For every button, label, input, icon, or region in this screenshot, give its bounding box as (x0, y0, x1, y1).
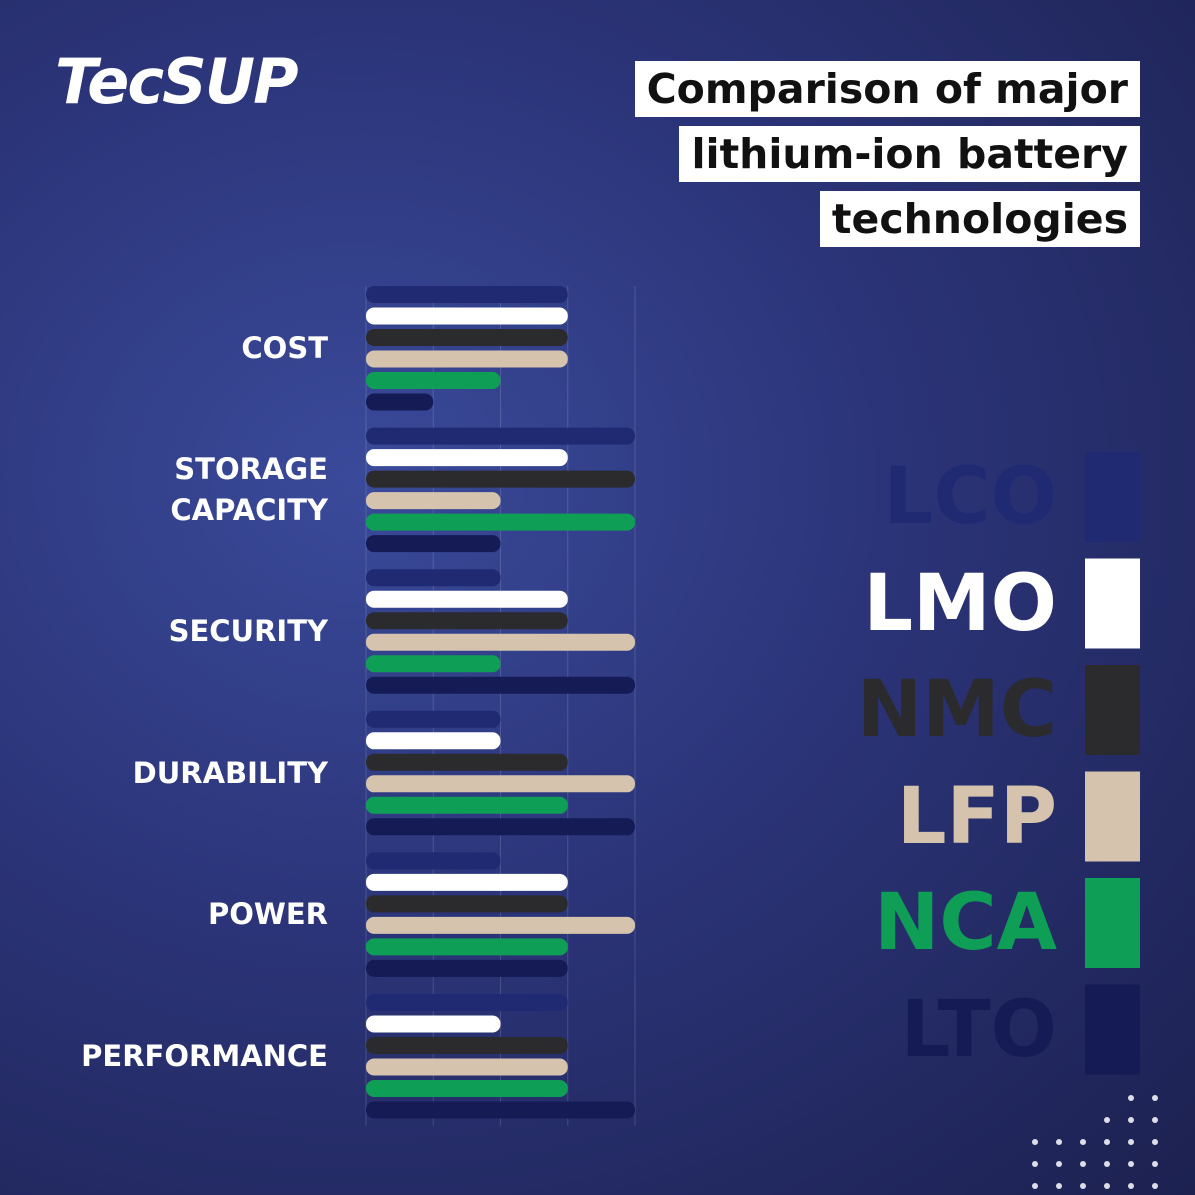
bar (366, 492, 501, 510)
legend-label: LTO (900, 984, 1057, 1075)
dot (1152, 1117, 1158, 1123)
bar (366, 994, 568, 1011)
category-label: STORAGE CAPACITY (170, 451, 328, 527)
bar (366, 427, 635, 445)
category-label: PERFORMANCE (81, 1038, 328, 1073)
legend-label: LFP (896, 771, 1057, 862)
bar (366, 818, 635, 836)
dot (1128, 1161, 1134, 1167)
dot (1056, 1161, 1062, 1167)
dot (1104, 1139, 1110, 1145)
bar (366, 753, 568, 771)
bar (366, 329, 568, 346)
dot (1056, 1183, 1062, 1189)
bar (366, 873, 568, 891)
dot (1032, 1161, 1038, 1167)
bar (366, 1058, 568, 1076)
bar (366, 732, 501, 750)
legend-swatch (1085, 984, 1140, 1075)
legend-swatch (1085, 771, 1140, 862)
bar (366, 655, 501, 673)
bar (366, 372, 501, 389)
decoration (1032, 1095, 1158, 1189)
bar (366, 535, 501, 553)
dot (1128, 1117, 1134, 1123)
bar (366, 470, 635, 488)
dot (1080, 1139, 1086, 1145)
bar (366, 895, 568, 913)
bar (366, 1037, 568, 1054)
bar (366, 307, 568, 325)
bar (366, 633, 635, 651)
bar (366, 612, 568, 630)
bar (366, 1101, 635, 1119)
dot (1152, 1095, 1158, 1101)
legend-label: NCA (874, 878, 1057, 968)
logo: TecSUP (55, 45, 299, 118)
category-label: COST (241, 330, 328, 365)
category-label: SECURITY (168, 613, 328, 648)
dot (1056, 1139, 1062, 1145)
dot (1104, 1183, 1110, 1189)
bar (366, 569, 501, 587)
dot (1152, 1183, 1158, 1189)
legend-swatch (1085, 878, 1140, 968)
dot (1104, 1161, 1110, 1167)
bar (366, 1080, 568, 1097)
bar (366, 449, 568, 467)
bar (366, 350, 568, 368)
bar (366, 959, 568, 977)
bar (366, 775, 635, 793)
dot (1128, 1139, 1134, 1145)
dot (1032, 1139, 1038, 1145)
dot (1104, 1117, 1110, 1123)
bar (366, 710, 501, 728)
dot (1080, 1183, 1086, 1189)
dot (1080, 1161, 1086, 1167)
chart-title-box: Comparison of major lithium-ion battery … (580, 57, 1140, 252)
category-label: POWER (207, 897, 328, 932)
bar (366, 393, 434, 411)
dot (1128, 1183, 1134, 1189)
bar (366, 938, 568, 956)
legend-swatch (1085, 452, 1140, 542)
dot (1032, 1183, 1038, 1189)
bar (366, 590, 568, 608)
bar (366, 1015, 501, 1033)
bar (366, 916, 635, 934)
legend-label: NMC (856, 665, 1057, 755)
bar (366, 852, 501, 870)
legend-swatch (1085, 558, 1140, 649)
chart-title: Comparison of major lithium-ion battery … (634, 61, 1140, 247)
category-label: DURABILITY (132, 755, 328, 790)
bar (366, 676, 635, 694)
legend-label: LMO (863, 558, 1057, 649)
dot (1128, 1095, 1134, 1101)
bar (366, 513, 635, 531)
legend-label: LCO (883, 452, 1057, 542)
dot (1152, 1139, 1158, 1145)
legend-swatch (1085, 665, 1140, 755)
bar (366, 796, 568, 814)
bar (366, 286, 568, 303)
dot (1152, 1161, 1158, 1167)
